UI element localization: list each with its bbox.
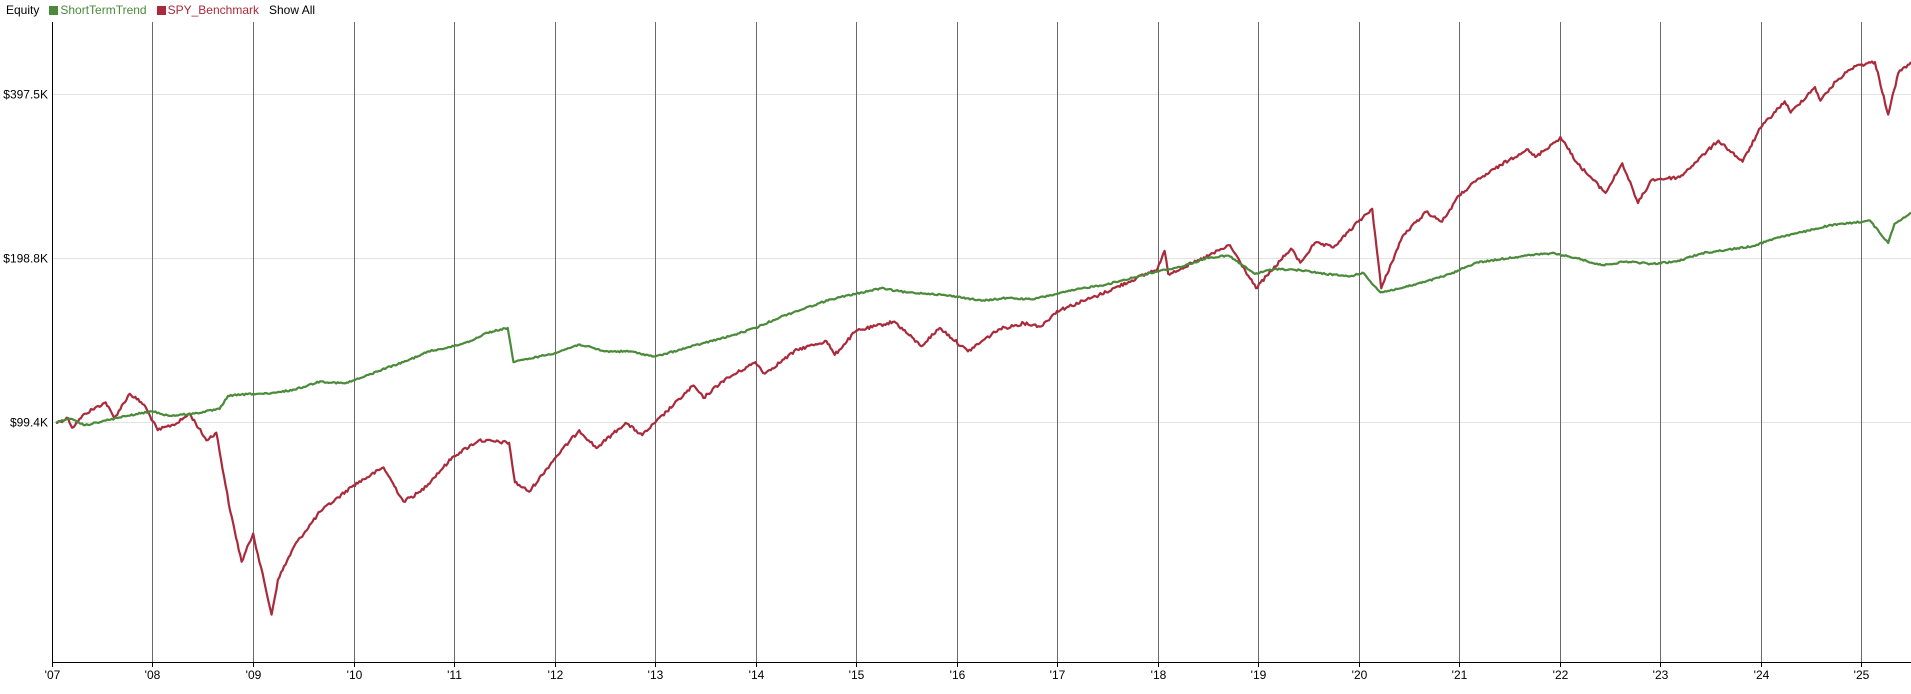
chart-legend: Equity ShortTermTrend SPY_Benchmark Show… (6, 2, 315, 18)
x-tick-label: '21 (1452, 668, 1468, 682)
x-tick-label: '14 (749, 668, 765, 682)
x-tick-label: '10 (347, 668, 363, 682)
x-tick-label: '22 (1553, 668, 1569, 682)
y-tick-label: $198.8K (3, 252, 48, 266)
x-tick-label: '25 (1854, 668, 1870, 682)
x-tick-label: '23 (1653, 668, 1669, 682)
x-tick-label: '24 (1754, 668, 1770, 682)
equity-label: Equity (6, 3, 40, 17)
x-tick-label: '20 (1352, 668, 1368, 682)
x-tick-label: '12 (548, 668, 564, 682)
show-all-button[interactable]: Show All (269, 3, 316, 17)
legend-item-spy-benchmark[interactable]: SPY_Benchmark (156, 3, 259, 17)
x-tick-label: '19 (1251, 668, 1267, 682)
x-tick-label: '18 (1151, 668, 1167, 682)
x-tick-label: '15 (849, 668, 865, 682)
series-line-shorttermtrend (55, 211, 1911, 427)
series-line-spy-benchmark (55, 60, 1911, 616)
legend-swatch-shorttermtrend (49, 5, 59, 15)
y-tick-label: $397.5K (3, 88, 48, 102)
legend-swatch-spy-benchmark (156, 5, 166, 15)
x-tick-label: '16 (950, 668, 966, 682)
x-tick-label: '17 (1050, 668, 1066, 682)
legend-label-spy-benchmark: SPY_Benchmark (167, 3, 259, 17)
x-tick-label: '08 (145, 668, 161, 682)
y-tick-label: $99.4K (10, 416, 48, 430)
legend-label-shorttermtrend: ShortTermTrend (60, 3, 147, 17)
x-tick-label: '09 (246, 668, 262, 682)
x-tick-label: '13 (648, 668, 664, 682)
legend-item-shorttermtrend[interactable]: ShortTermTrend (49, 3, 147, 17)
x-tick-label: '11 (447, 668, 462, 682)
x-tick-label: '07 (45, 668, 61, 682)
